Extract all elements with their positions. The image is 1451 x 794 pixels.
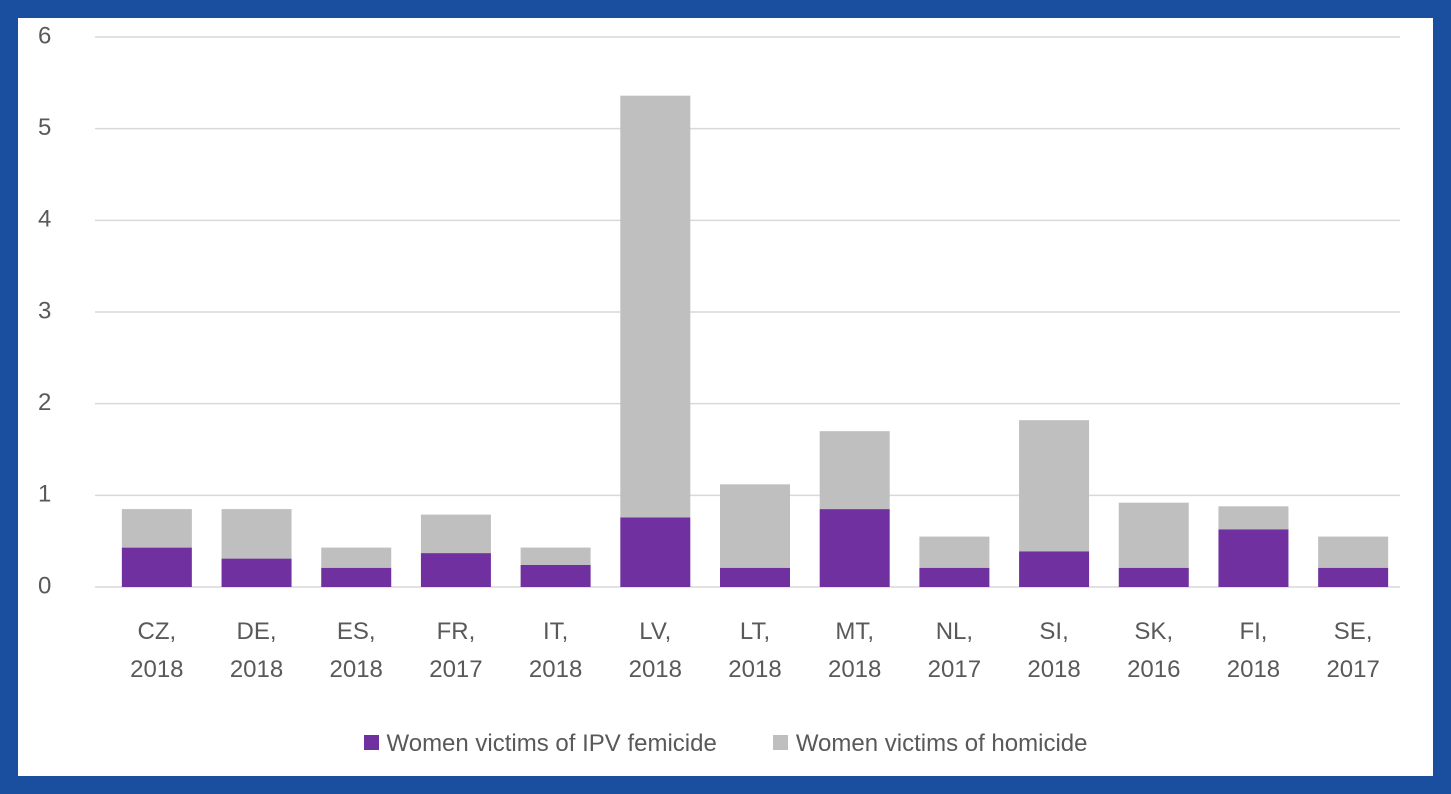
y-tick-label: 2 bbox=[38, 389, 51, 416]
bar-segment bbox=[620, 95, 691, 518]
bar-segment bbox=[1218, 506, 1289, 530]
bar-segment bbox=[520, 565, 591, 587]
x-tick-label: NL, 2017 bbox=[927, 618, 982, 683]
x-tick-label: FI, 2018 bbox=[1226, 618, 1281, 683]
legend-item: Women victims of IPV femicide bbox=[363, 730, 717, 758]
bar-segment bbox=[321, 567, 392, 587]
y-tick-label: 4 bbox=[38, 206, 51, 233]
bar-segment bbox=[720, 567, 790, 587]
bar-segment bbox=[221, 509, 292, 559]
x-tick-label: DE, 2018 bbox=[229, 618, 284, 683]
bar-segment bbox=[1218, 529, 1289, 587]
x-tick-label: CZ, 2018 bbox=[130, 618, 184, 683]
bar-segment bbox=[919, 567, 990, 587]
bar-segment bbox=[520, 547, 591, 565]
y-tick-label: 6 bbox=[38, 22, 51, 49]
bar-segment bbox=[121, 509, 192, 548]
x-tick-label: SE, 2017 bbox=[1326, 618, 1380, 683]
bar-segment bbox=[819, 431, 890, 510]
y-tick-label: 3 bbox=[38, 297, 51, 324]
bar-segment bbox=[1118, 502, 1189, 568]
x-tick-label: ES, 2018 bbox=[329, 618, 383, 683]
x-tick-label: SK, 2016 bbox=[1127, 618, 1181, 683]
legend: Women victims of IPV femicide Women victi… bbox=[18, 730, 1433, 758]
x-tick-label: IT, 2018 bbox=[528, 618, 583, 683]
bar-segment bbox=[420, 514, 491, 554]
bar-segment bbox=[1019, 551, 1090, 587]
bar-segment bbox=[121, 547, 192, 587]
legend-label: Women victims of homicide bbox=[795, 730, 1088, 757]
bar-segment bbox=[1118, 567, 1189, 587]
bar-segment bbox=[1019, 420, 1090, 552]
bar-segment bbox=[819, 509, 890, 587]
bar-segment bbox=[321, 547, 392, 568]
y-tick-label: 1 bbox=[38, 481, 51, 508]
x-tick-label: LV, 2018 bbox=[628, 618, 682, 683]
x-tick-label: LT, 2018 bbox=[728, 618, 782, 683]
legend-swatch bbox=[363, 735, 379, 751]
legend-item: Women victims of homicide bbox=[772, 730, 1088, 758]
bar-segment bbox=[620, 517, 691, 587]
legend-label: Women victims of IPV femicide bbox=[386, 730, 717, 757]
bar-segment bbox=[919, 536, 990, 568]
legend-swatch bbox=[772, 735, 788, 751]
bar-segment bbox=[720, 484, 790, 568]
bar-segment bbox=[221, 558, 292, 587]
bar-segment bbox=[1318, 536, 1389, 568]
y-tick-label: 5 bbox=[38, 114, 51, 141]
y-tick-label: 0 bbox=[38, 572, 51, 599]
x-tick-label: FR, 2017 bbox=[429, 618, 483, 683]
bar-segment bbox=[420, 553, 491, 587]
chart: 0 1 2 3 4 5 6 bbox=[38, 22, 1400, 599]
bar-segment bbox=[1318, 567, 1389, 587]
x-tick-label: MT, 2018 bbox=[827, 618, 882, 683]
x-tick-label: SI, 2018 bbox=[1027, 618, 1081, 683]
